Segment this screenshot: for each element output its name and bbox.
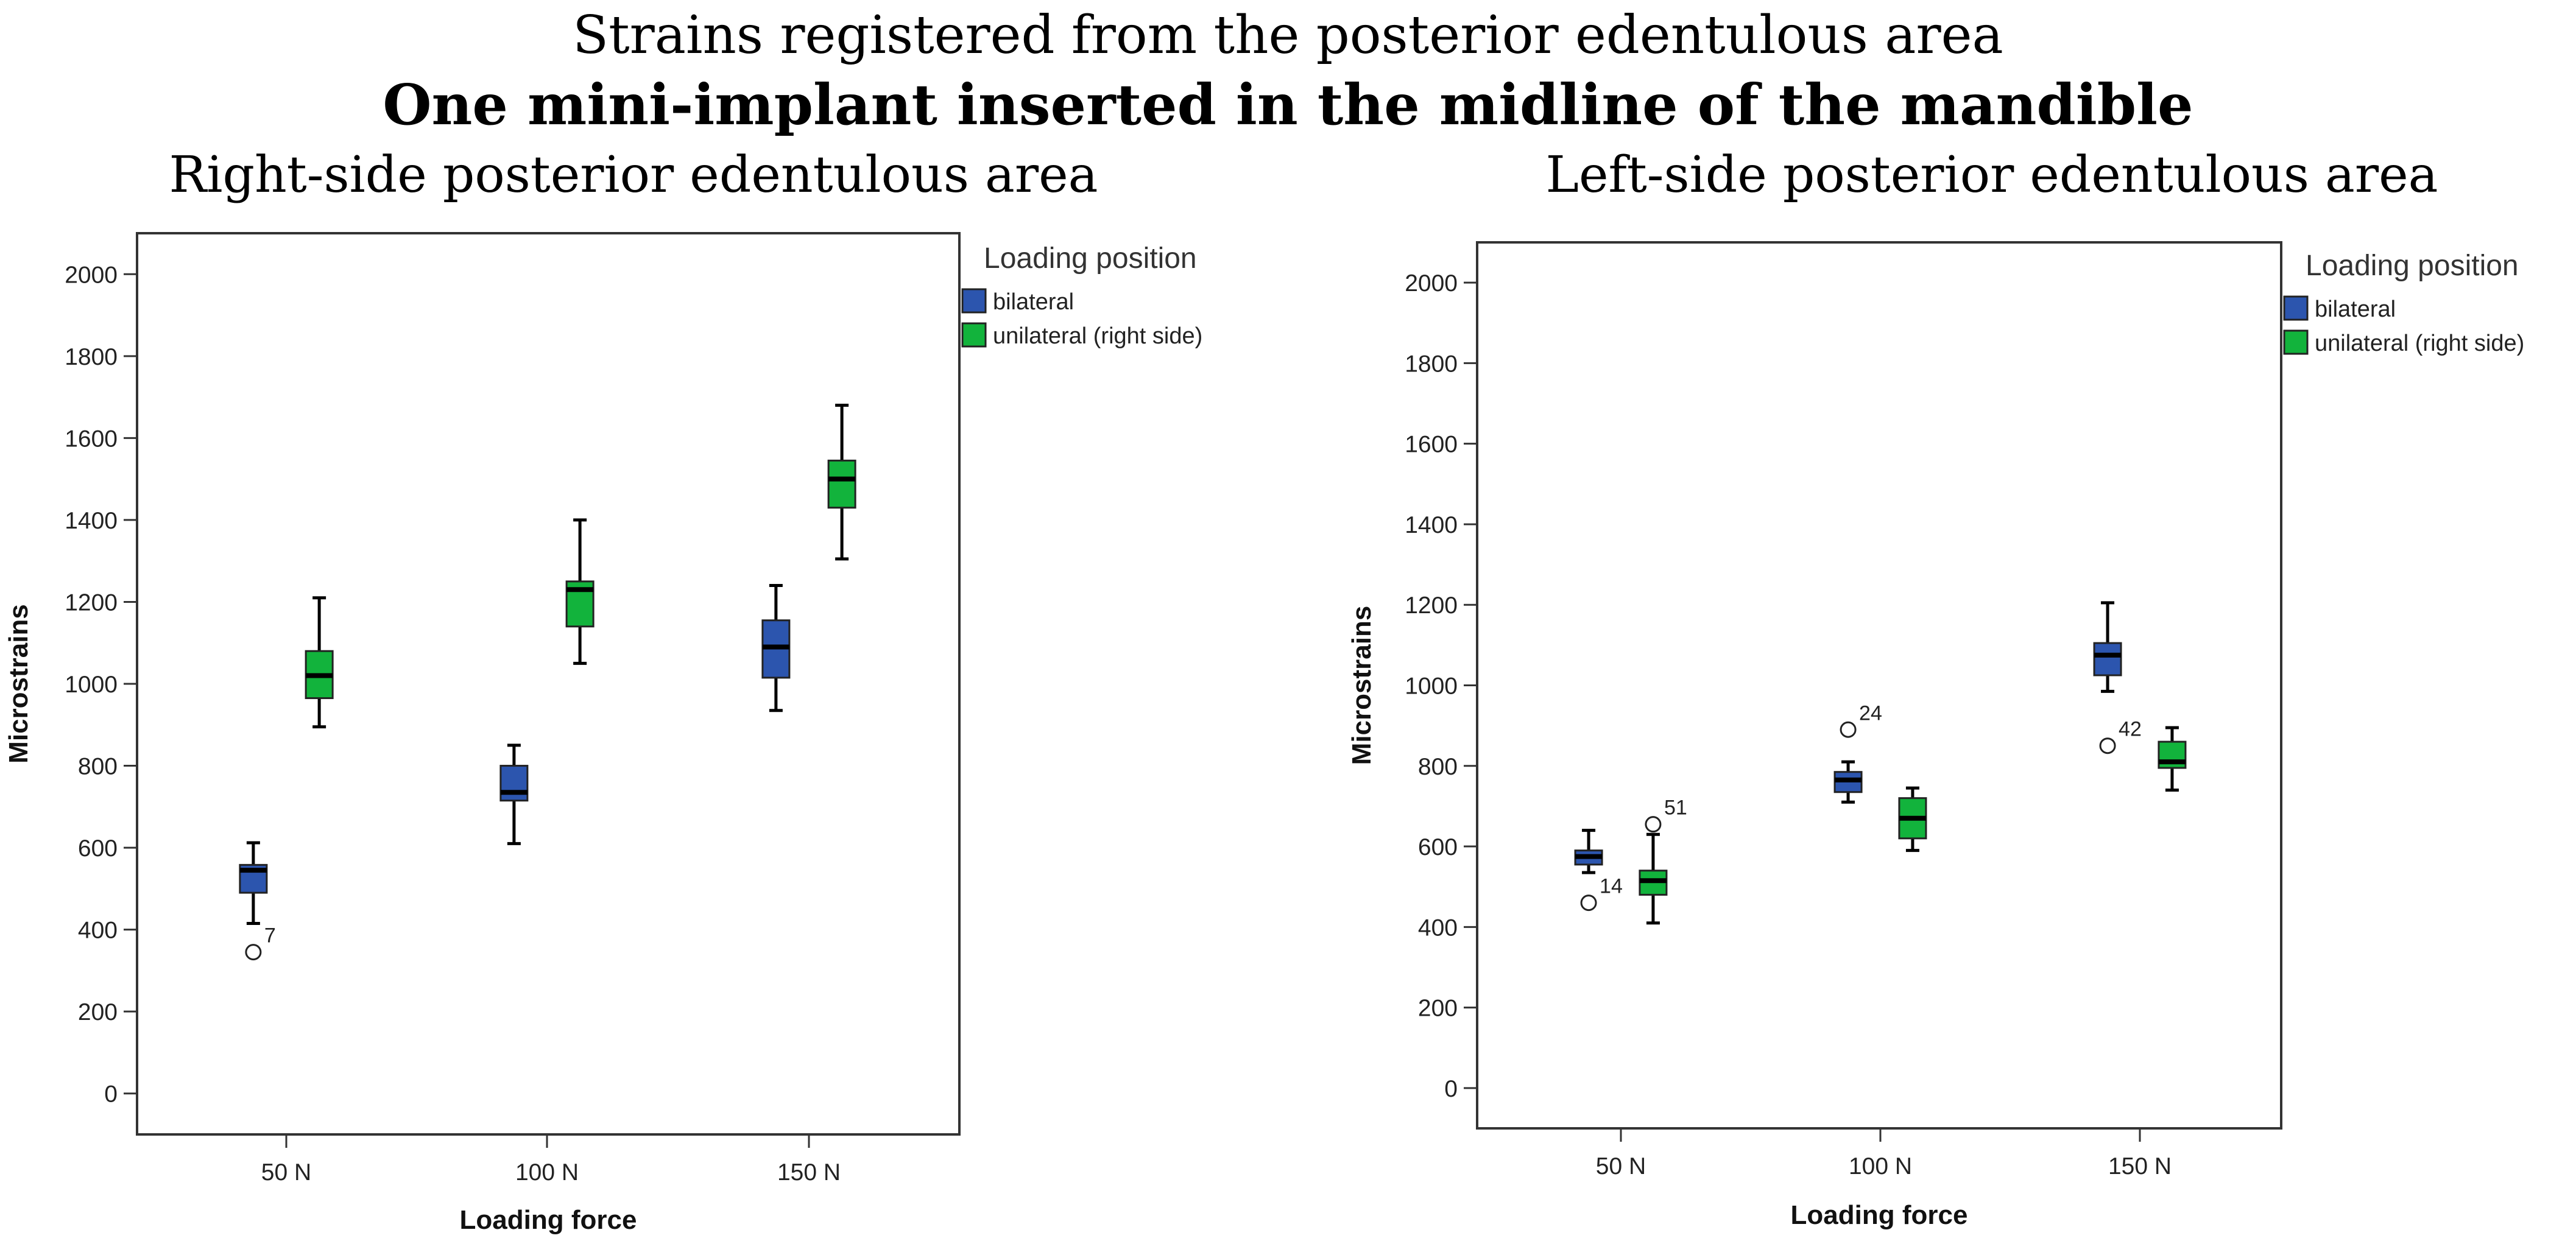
left-y-tick-label: 2000: [1405, 270, 1458, 297]
left-x-tick-label: 50 N: [1596, 1153, 1646, 1179]
left-legend-swatch-unilateral: [2283, 329, 2309, 355]
left-x-axis-label: Loading force: [1791, 1200, 1968, 1230]
main-title: Strains registered from the posterior ed…: [573, 5, 2003, 66]
left-bilateral-outlier: [1840, 721, 1857, 738]
left-unilateral-outlier: [1645, 816, 1662, 833]
right-unilateral-box: [827, 459, 856, 509]
left-legend-swatch-bilateral: [2283, 295, 2309, 321]
right-x-axis-label: Loading force: [460, 1205, 637, 1235]
left-y-tick-label: 0: [1444, 1076, 1458, 1102]
left-unilateral-outlier-label: 51: [1664, 796, 1687, 820]
right-y-tick-label: 800: [78, 754, 118, 780]
left-y-tick-label: 200: [1418, 996, 1458, 1022]
left-panel-title: Left-side posterior edentulous area: [1545, 146, 2438, 204]
left-bilateral-outlier: [1580, 895, 1597, 912]
right-legend-label-unilateral: unilateral (right side): [993, 323, 1202, 349]
left-bilateral-outlier-label: 14: [1600, 875, 1623, 898]
left-legend-label-unilateral: unilateral (right side): [2315, 331, 2524, 356]
right-y-tick-label: 1800: [65, 344, 118, 370]
left-y-tick-label: 1200: [1405, 592, 1458, 619]
left-bilateral-outlier-label: 24: [1859, 701, 1882, 725]
right-y-tick-label: 1600: [65, 426, 118, 452]
left-y-tick-label: 400: [1418, 915, 1458, 941]
right-bilateral-box: [499, 765, 529, 802]
left-y-axis-label: Microstrains: [1347, 606, 1377, 765]
right-bilateral-outlier-label: 7: [264, 924, 276, 947]
right-legend-title: Loading position: [984, 242, 1197, 275]
left-y-tick-label: 1400: [1405, 512, 1458, 538]
left-y-tick-label: 1000: [1405, 673, 1458, 700]
left-bilateral-outlier: [2099, 737, 2116, 754]
right-y-tick-label: 1200: [65, 589, 118, 616]
right-plot-frame: [136, 232, 961, 1136]
left-y-tick-label: 600: [1418, 834, 1458, 860]
left-x-tick-label: 150 N: [2108, 1153, 2172, 1179]
right-bilateral-outlier: [245, 944, 262, 961]
sub-title: One mini-implant inserted in the midline…: [383, 72, 2193, 138]
left-y-tick-label: 800: [1418, 754, 1458, 780]
right-y-tick-label: 600: [78, 835, 118, 862]
right-x-tick-label: 100 N: [515, 1159, 579, 1186]
left-y-tick-label: 1800: [1405, 351, 1458, 377]
right-y-tick-label: 0: [104, 1081, 118, 1108]
right-panel-title: Right-side posterior edentulous area: [169, 146, 1098, 204]
left-bilateral-box: [2093, 642, 2122, 677]
right-legend-swatch-bilateral: [961, 288, 987, 314]
right-y-axis-label: Microstrains: [4, 604, 34, 764]
right-legend-label-bilateral: bilateral: [993, 289, 1074, 315]
left-plot-frame: [1476, 241, 2282, 1130]
right-y-tick-label: 1000: [65, 672, 118, 698]
right-y-tick-label: 400: [78, 918, 118, 944]
left-y-tick-label: 1600: [1405, 432, 1458, 458]
left-legend-label-bilateral: bilateral: [2315, 297, 2396, 322]
left-bilateral-outlier-label: 42: [2119, 718, 2142, 741]
right-x-tick-label: 50 N: [261, 1159, 311, 1186]
right-x-tick-label: 150 N: [777, 1159, 841, 1186]
right-y-tick-label: 1400: [65, 508, 118, 534]
left-legend-title: Loading position: [2306, 250, 2519, 282]
right-y-tick-label: 200: [78, 999, 118, 1025]
right-y-tick-label: 2000: [65, 262, 118, 288]
right-legend-swatch-unilateral: [961, 322, 987, 348]
left-x-tick-label: 100 N: [1849, 1153, 1912, 1179]
